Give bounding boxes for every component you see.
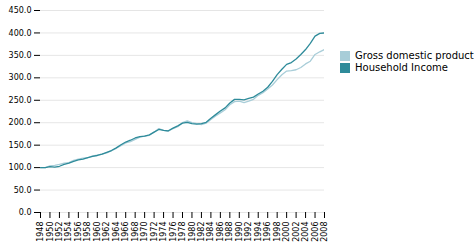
svg-text:1962: 1962: [102, 222, 111, 242]
svg-text:1970: 1970: [140, 222, 149, 242]
svg-text:1976: 1976: [169, 222, 178, 242]
svg-text:1982: 1982: [197, 222, 206, 242]
svg-text:50.0: 50.0: [14, 186, 32, 195]
svg-text:2004: 2004: [301, 222, 310, 242]
svg-text:1988: 1988: [225, 222, 234, 242]
svg-text:1998: 1998: [273, 222, 282, 242]
svg-text:2000: 2000: [282, 222, 291, 242]
svg-text:1960: 1960: [93, 222, 102, 242]
svg-text:1972: 1972: [150, 222, 159, 242]
svg-text:1990: 1990: [235, 222, 244, 242]
svg-text:1980: 1980: [188, 222, 197, 242]
svg-text:1974: 1974: [159, 222, 168, 242]
svg-text:1950: 1950: [46, 222, 55, 242]
html-text:Gross domestic product: Gross domestic product: [355, 50, 474, 61]
svg-text:250.0: 250.0: [9, 96, 32, 105]
svg-text:1986: 1986: [216, 222, 225, 242]
svg-text:1958: 1958: [83, 222, 92, 242]
svg-text:1952: 1952: [55, 222, 64, 242]
svg-text:1978: 1978: [178, 222, 187, 242]
svg-text:2002: 2002: [292, 222, 301, 242]
svg-text:150.0: 150.0: [9, 141, 32, 150]
svg-text:300.0: 300.0: [9, 73, 32, 82]
svg-text:1964: 1964: [112, 222, 121, 242]
svg-text:1956: 1956: [74, 222, 83, 242]
svg-text:1954: 1954: [64, 222, 73, 242]
svg-text:2006: 2006: [311, 222, 320, 242]
svg-text:400.0: 400.0: [9, 29, 32, 38]
svg-text:1984: 1984: [206, 222, 215, 242]
svg-text:1994: 1994: [254, 222, 263, 242]
svg-text:2008: 2008: [320, 222, 329, 242]
svg-text:100.0: 100.0: [9, 163, 32, 172]
html-text:Household Income: Household Income: [355, 62, 448, 73]
svg-text:1992: 1992: [244, 222, 253, 242]
svg-text:1968: 1968: [131, 222, 140, 242]
svg-text:1996: 1996: [263, 222, 272, 242]
svg-text:0.0: 0.0: [19, 208, 32, 217]
svg-text:200.0: 200.0: [9, 118, 32, 127]
svg-text:1948: 1948: [36, 222, 45, 242]
svg-text:450.0: 450.0: [9, 6, 32, 15]
svg-text:1966: 1966: [121, 222, 130, 242]
svg-text:350.0: 350.0: [9, 51, 32, 60]
